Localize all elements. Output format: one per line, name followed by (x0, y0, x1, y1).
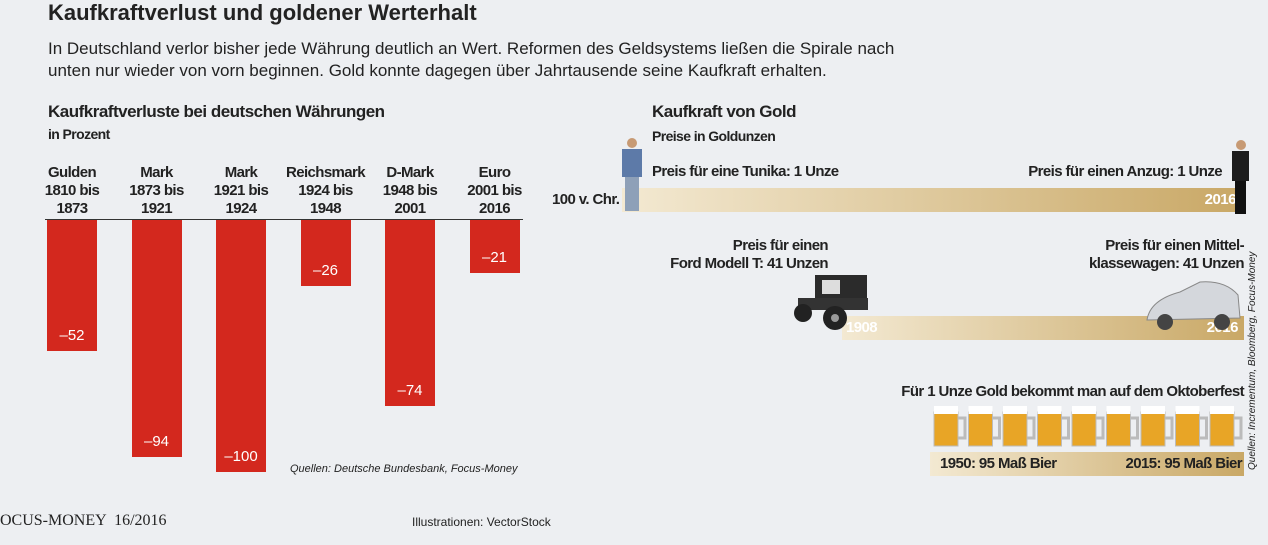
timeline-bar: 2016 (842, 316, 1244, 340)
row-label: Preis für einen Mittel- klassewagen: 41 … (1089, 237, 1245, 272)
x-tick-label: Euro 2001 bis 2016 (467, 164, 522, 217)
gold-title: Kaufkraft von Gold (652, 102, 797, 121)
row-label: 2015: 95 Maß Bier (1125, 455, 1242, 472)
start-label: 100 v. Chr. (552, 191, 620, 208)
row-heading: Für 1 Unze Gold bekommt man auf dem Okto… (901, 383, 1244, 400)
start-label: 1908 (846, 319, 878, 336)
timeline-bar (930, 452, 1244, 476)
value-label: –100 (224, 448, 258, 465)
row-label: Preis für einen Ford Modell T: 41 Unzen (670, 237, 828, 272)
bar (131, 220, 182, 457)
x-tick-label: Mark 1921 bis 1924 (213, 164, 269, 217)
footer-credit: Illustrationen: VectorStock (412, 515, 551, 529)
ford-car (794, 275, 868, 330)
bar (216, 220, 266, 472)
chart-title: Kaufkraftverluste bei deutschen Währunge… (48, 102, 385, 121)
title: Kaufkraftverlust und goldener Werterhalt (48, 0, 477, 25)
row-label: Preis für eine Tunika: 1 Unze (652, 163, 839, 180)
x-tick-label: Reichsmark 1924 bis 1948 (285, 164, 366, 217)
end-label: 2016 (1204, 191, 1237, 208)
gold-source: Quellen: Incrementum, Bloomberg, Focus-M… (1247, 251, 1258, 470)
x-tick-label: D-Mark 1948 bis 2001 (382, 164, 438, 217)
roman-figure (622, 138, 642, 211)
value-label: –26 (312, 261, 339, 279)
timeline-bar: 2016 (622, 188, 1242, 212)
modern-car (1146, 281, 1241, 330)
gold-subtitle: Preise in Goldunzen (652, 128, 776, 144)
baseline (45, 219, 523, 220)
x-tick-label: Gulden 1810 bis 1873 (44, 164, 100, 217)
row-label: 1950: 95 Maß Bier (940, 455, 1057, 472)
footer-magazine: OCUS-MONEY 16/2016 (0, 512, 167, 529)
beer-mugs (933, 406, 1243, 447)
bar (469, 220, 520, 273)
bar (300, 220, 351, 286)
suit-figure (1232, 140, 1249, 214)
x-tick-label: Mark 1873 bis 1921 (129, 164, 184, 217)
value-label: –74 (397, 382, 423, 400)
value-label: –52 (59, 327, 85, 345)
chart-subtitle: in Prozent (48, 126, 110, 142)
bar (47, 220, 97, 352)
value-label: –21 (481, 248, 508, 266)
bar (385, 220, 435, 407)
subtitle: In Deutschland verlor bisher jede Währun… (48, 39, 895, 80)
value-label: –94 (143, 432, 170, 450)
row-label: Preis für einen Anzug: 1 Unze (1028, 163, 1222, 180)
source: Quellen: Deutsche Bundesbank, Focus-Mone… (290, 463, 518, 475)
